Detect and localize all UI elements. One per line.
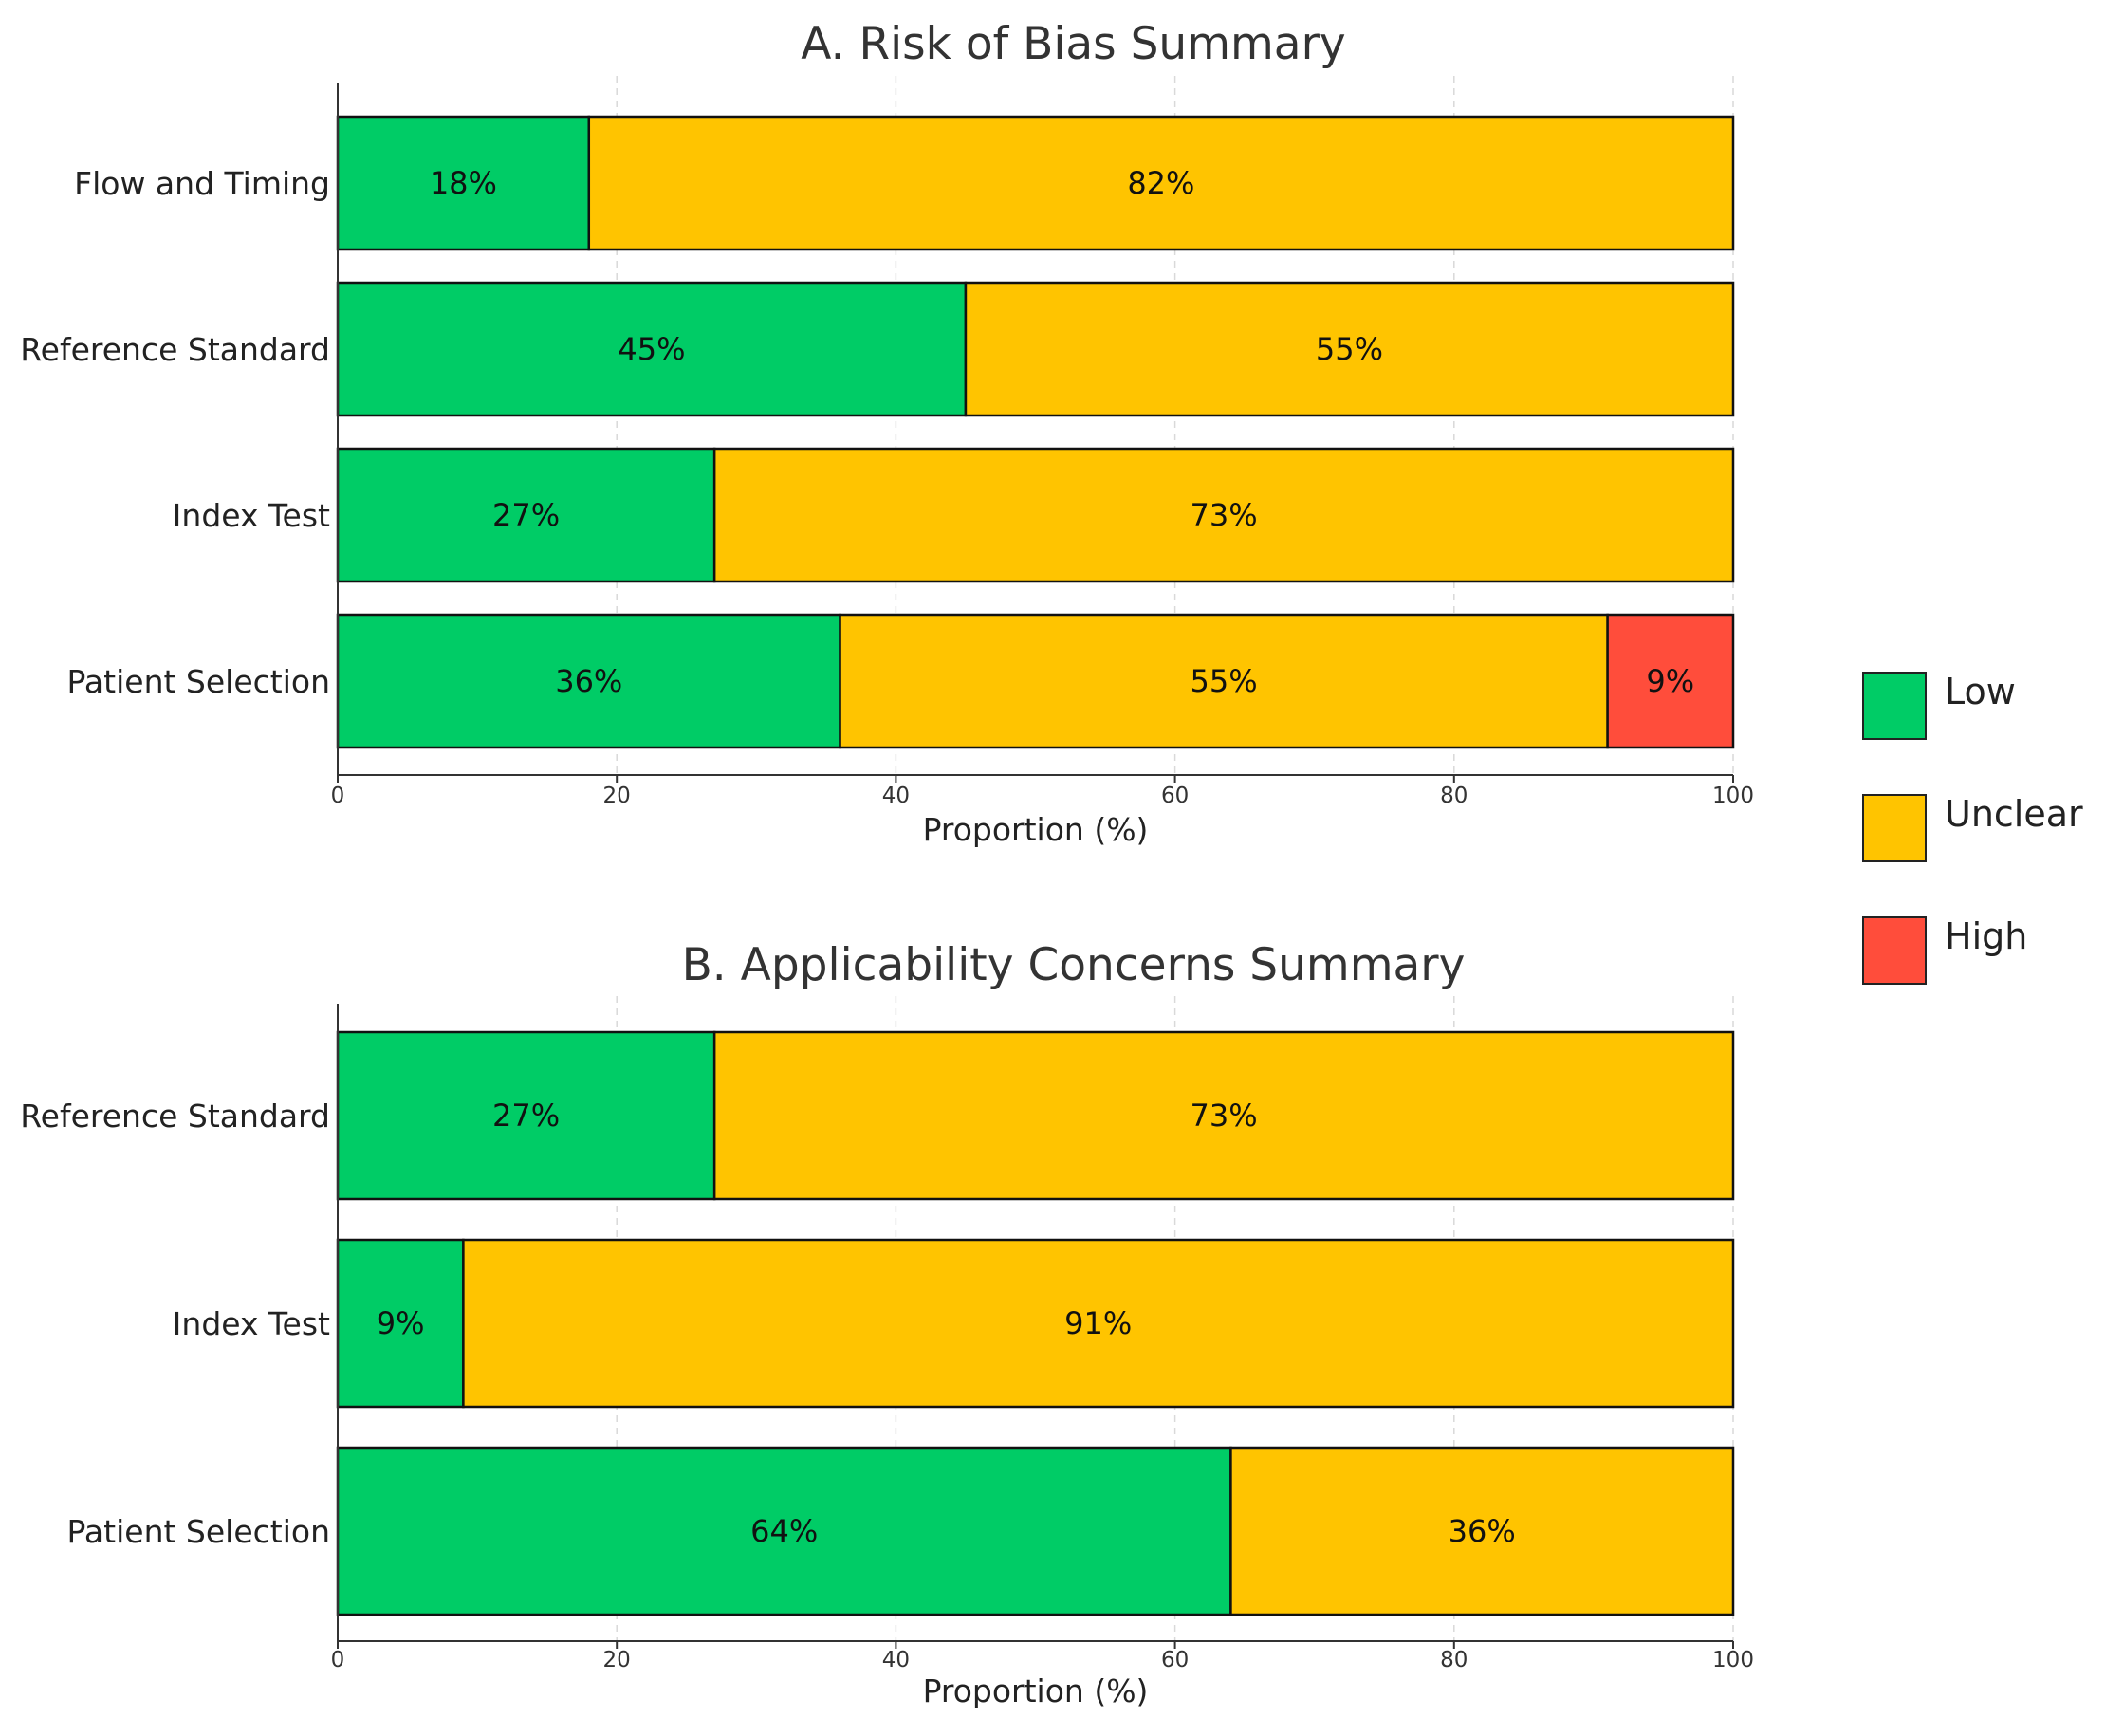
bar-segment-unclear [1229, 1446, 1735, 1616]
legend-swatch-high [1862, 916, 1927, 985]
bar-segment-unclear [964, 281, 1735, 417]
x-tick-label: 40 [882, 1648, 910, 1672]
bar-value-label: 36% [1449, 1513, 1516, 1549]
bar-value-label: 73% [1191, 497, 1258, 533]
category-label: Patient Selection [67, 663, 330, 700]
category-label: Patient Selection [67, 1513, 330, 1550]
legend-label-high: High [1945, 915, 2027, 957]
bar-segment-unclear [712, 447, 1735, 583]
category-label: Reference Standard [20, 1098, 330, 1135]
x-tick-label: 0 [331, 1648, 345, 1672]
x-tick-label: 100 [1712, 1648, 1754, 1672]
category-label: Index Test [173, 497, 330, 534]
bar-segment-low [336, 447, 716, 583]
chart-title: A. Risk of Bias Summary [801, 18, 1345, 70]
bar-segment-unclear [587, 115, 1735, 251]
x-axis-label: Proportion (%) [923, 1672, 1149, 1709]
bar-value-label: 27% [492, 1098, 560, 1134]
bar-value-label: 55% [1316, 331, 1383, 367]
bar-segment-unclear [462, 1238, 1735, 1409]
bar-value-label: 91% [1064, 1305, 1132, 1341]
legend-swatch-low [1862, 672, 1927, 740]
bar-value-label: 45% [618, 331, 685, 367]
bar-value-label: 55% [1191, 663, 1258, 699]
x-tick-label: 40 [882, 784, 910, 808]
category-label: Index Test [173, 1305, 330, 1342]
category-label: Flow and Timing [74, 165, 330, 202]
bar-value-label: 27% [492, 497, 560, 533]
bar-segment-high [1606, 613, 1735, 749]
x-tick-label: 100 [1712, 784, 1754, 808]
legend-label-low: Low [1945, 671, 2016, 712]
x-tick-label: 20 [603, 784, 631, 808]
x-tick-label: 60 [1161, 784, 1189, 808]
bar-value-label: 36% [555, 663, 622, 699]
bar-value-label: 82% [1127, 165, 1194, 201]
bar-segment-unclear [712, 1030, 1735, 1201]
legend-label-unclear: Unclear [1945, 793, 2083, 835]
bar-value-label: 64% [750, 1513, 818, 1549]
bar-segment-low [336, 281, 968, 417]
x-tick-label: 60 [1161, 1648, 1189, 1672]
bar-segment-low [336, 613, 841, 749]
x-tick-label: 20 [603, 1648, 631, 1672]
bar-segment-low [336, 1238, 465, 1409]
bar-segment-low [336, 115, 591, 251]
x-axis-label: Proportion (%) [923, 811, 1149, 848]
x-tick-label: 0 [331, 784, 345, 808]
bar-value-label: 9% [1646, 663, 1694, 699]
legend-swatch-unclear [1862, 794, 1927, 862]
bar-value-label: 9% [377, 1305, 425, 1341]
bar-value-label: 18% [430, 165, 497, 201]
x-tick-label: 80 [1440, 1648, 1468, 1672]
category-label: Reference Standard [20, 331, 330, 368]
bar-value-label: 73% [1191, 1098, 1258, 1134]
x-tick-label: 80 [1440, 784, 1468, 808]
chart-title: B. Applicability Concerns Summary [682, 939, 1466, 991]
bar-segment-low [336, 1030, 716, 1201]
